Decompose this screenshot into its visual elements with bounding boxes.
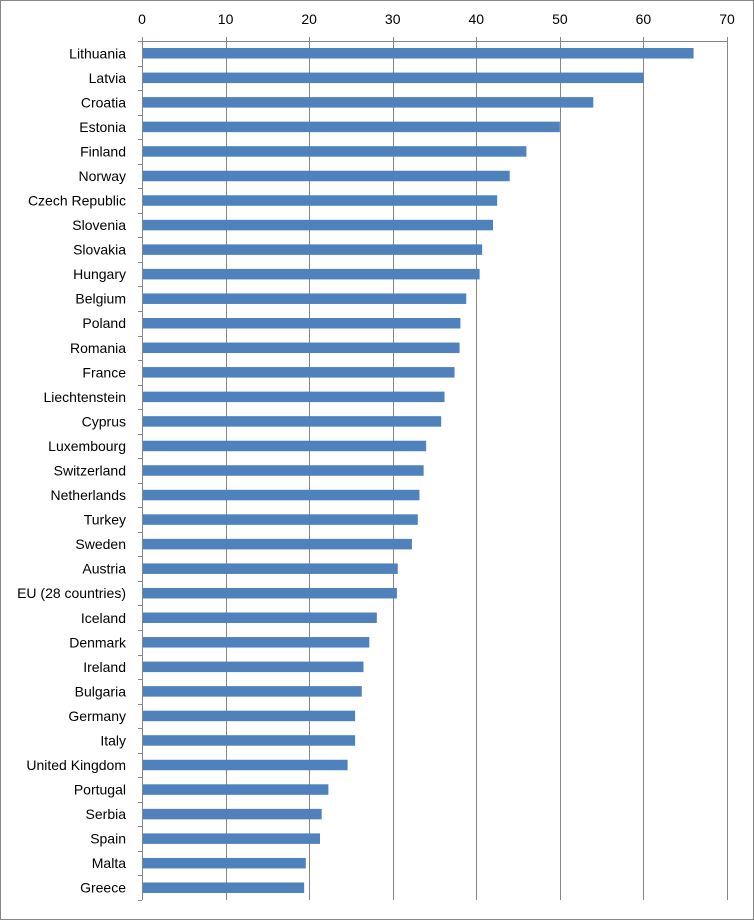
- category-label: Serbia: [86, 806, 127, 822]
- category-label: Croatia: [81, 94, 126, 110]
- bars: [142, 48, 694, 893]
- bar: [142, 195, 498, 206]
- bar: [142, 735, 356, 746]
- bar: [142, 882, 305, 893]
- bar: [142, 808, 322, 820]
- category-label: Austria: [82, 561, 126, 577]
- category-label: Turkey: [84, 512, 126, 528]
- bar: [142, 465, 424, 476]
- x-tick-label: 50: [552, 11, 568, 27]
- category-label: Spain: [90, 831, 126, 847]
- x-tick-label: 40: [468, 11, 484, 27]
- bar: [142, 48, 694, 59]
- category-label: Greece: [80, 880, 126, 896]
- bar: [142, 391, 445, 403]
- category-label: Netherlands: [51, 487, 127, 503]
- category-label: Switzerland: [54, 463, 126, 479]
- category-label: Portugal: [74, 782, 126, 798]
- category-label: EU (28 countries): [17, 585, 126, 601]
- category-label: Iceland: [81, 610, 126, 626]
- category-labels: Lithuania Latvia Croatia Estonia Finland Norw…: [17, 45, 127, 895]
- bar: [142, 661, 364, 673]
- value-axis-ticks: 0 10 20 30 40 50 60 70: [138, 11, 735, 27]
- bar: [142, 317, 461, 329]
- category-label: Czech Republic: [28, 193, 126, 209]
- bar: [142, 146, 527, 157]
- category-label: Belgium: [75, 291, 126, 307]
- category-label: Liechtenstein: [43, 389, 126, 405]
- bar: [142, 342, 460, 354]
- bar: [142, 710, 356, 722]
- bar: [142, 612, 377, 624]
- bar: [142, 170, 510, 182]
- category-label: Slovakia: [73, 242, 126, 258]
- category-label: Poland: [82, 315, 126, 331]
- bar: [142, 563, 398, 574]
- x-tick-label: 0: [138, 11, 146, 27]
- bar: [142, 686, 362, 697]
- category-label: Hungary: [73, 266, 126, 282]
- category-axis: [138, 41, 727, 901]
- category-label: Luxembourg: [48, 438, 126, 454]
- category-label: Sweden: [75, 536, 126, 552]
- category-label: Germany: [68, 708, 126, 724]
- bar: [142, 857, 306, 869]
- bar: [142, 538, 412, 550]
- bar: [142, 440, 427, 452]
- bar: [142, 489, 420, 501]
- bar: [142, 244, 483, 255]
- category-label: Ireland: [83, 659, 126, 675]
- bar: [142, 219, 493, 231]
- bar: [142, 367, 455, 378]
- x-tick-label: 70: [719, 11, 735, 27]
- bar: [142, 759, 348, 771]
- category-label: Bulgaria: [75, 683, 127, 699]
- category-label: Romania: [70, 340, 126, 356]
- x-tick-label: 30: [385, 11, 401, 27]
- category-label: Italy: [100, 732, 126, 748]
- bar: [142, 784, 329, 795]
- x-tick-label: 20: [301, 11, 317, 27]
- category-label: Cyprus: [82, 413, 126, 429]
- bar: [142, 97, 594, 108]
- category-label: Malta: [92, 855, 126, 871]
- category-label: Lithuania: [69, 45, 126, 61]
- category-label: United Kingdom: [26, 757, 126, 773]
- bar: [142, 637, 370, 648]
- bar: [142, 268, 480, 280]
- category-label: Latvia: [89, 70, 127, 86]
- bar: [142, 72, 644, 84]
- bar: [142, 293, 467, 304]
- x-tick-label: 60: [636, 11, 652, 27]
- bar: [142, 833, 321, 844]
- x-tick-label: 10: [218, 11, 234, 27]
- category-label: Norway: [79, 168, 126, 184]
- category-label: France: [82, 364, 126, 380]
- category-label: Denmark: [69, 634, 127, 650]
- bar: [142, 121, 560, 133]
- category-label: Finland: [80, 143, 126, 159]
- bar: [142, 514, 418, 525]
- category-label: Slovenia: [72, 217, 126, 233]
- bar: [142, 416, 442, 427]
- category-label: Estonia: [79, 119, 126, 135]
- bar: [142, 587, 397, 599]
